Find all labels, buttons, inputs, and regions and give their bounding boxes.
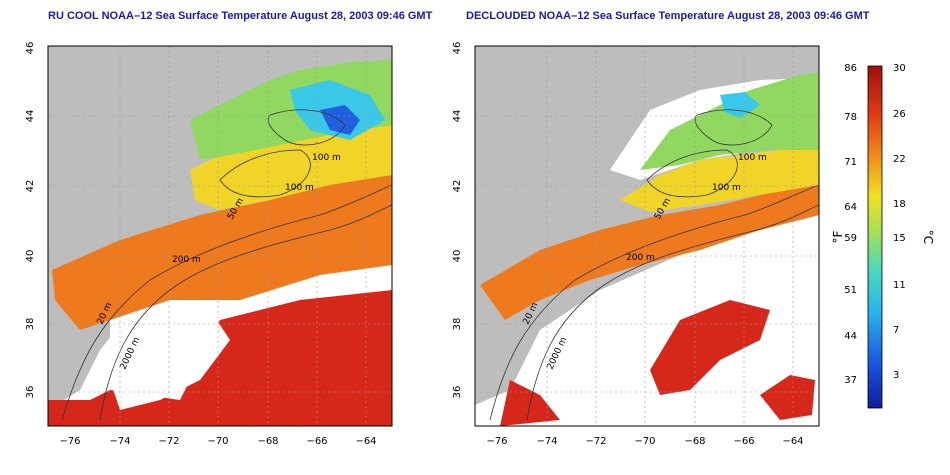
left-y-tick: 36 (25, 386, 36, 399)
right-y-axis: 36 38 40 42 44 46 (452, 42, 463, 399)
right-contour-label-200m: 200 m (626, 253, 655, 263)
right-map-nodata (475, 215, 819, 426)
colorbar-f-tick: 64 (844, 202, 857, 213)
colorbar-f-tick: 86 (844, 63, 857, 74)
colorbar-f-tick: 59 (844, 233, 857, 244)
colorbar-f-ticks: 86 78 71 64 59 51 44 37 (844, 63, 857, 386)
colorbar-c-tick: 30 (893, 63, 906, 74)
left-map-warm-water (48, 290, 392, 426)
left-map-cloud-patch (110, 300, 230, 410)
left-x-tick: −70 (207, 436, 228, 447)
colorbar-c-label: °C (921, 230, 935, 244)
left-x-tick: −64 (355, 436, 376, 447)
left-x-tick: −66 (306, 436, 327, 447)
left-contour-label-100m-b: 100 m (285, 183, 314, 193)
left-map-grid (48, 46, 392, 426)
colorbar-c-tick: 15 (893, 233, 906, 244)
colorbar: 86 78 71 64 59 51 44 37 30 26 22 18 15 1… (831, 63, 935, 409)
right-map-cyan-patch (720, 92, 760, 118)
left-y-tick: 40 (25, 250, 36, 263)
right-map-orange-band (480, 185, 819, 320)
right-map (475, 46, 819, 426)
colorbar-c-tick: 3 (893, 370, 899, 381)
left-x-tick: −74 (109, 436, 130, 447)
left-map-contours (61, 109, 392, 421)
colorbar-f-tick: 78 (844, 112, 857, 123)
right-x-tick: −66 (733, 436, 754, 447)
left-y-axis: 36 38 40 42 44 46 (25, 42, 36, 399)
right-x-tick: −70 (634, 436, 655, 447)
left-y-tick: 46 (25, 42, 36, 55)
right-contour-label-100m-b: 100 m (712, 183, 741, 193)
left-contour-label-100m-a: 100 m (312, 153, 341, 163)
colorbar-f-tick: 51 (844, 285, 857, 296)
colorbar-c-ticks: 30 26 22 18 15 11 7 3 (893, 63, 906, 381)
colorbar-c-tick: 22 (893, 154, 906, 165)
right-map-yellow-band (620, 150, 819, 212)
right-y-tick: 40 (452, 250, 463, 263)
colorbar-f-tick: 71 (844, 157, 857, 168)
colorbar-f-tick: 37 (844, 375, 857, 386)
right-map-frame (474, 45, 820, 427)
right-y-tick: 46 (452, 42, 463, 55)
right-contour-label-100m-a: 100 m (738, 153, 767, 163)
left-map-yellow-band (190, 120, 392, 210)
colorbar-c-tick: 7 (893, 325, 899, 336)
right-map-warm-blob-east (760, 375, 815, 420)
left-x-tick: −76 (59, 436, 80, 447)
left-panel-title: RU COOL NOAA–12 Sea Surface Temperature … (48, 10, 433, 22)
left-x-tick: −72 (158, 436, 179, 447)
right-y-tick: 42 (452, 180, 463, 193)
right-y-tick: 38 (452, 318, 463, 331)
right-x-tick: −68 (684, 436, 705, 447)
left-map-frame (47, 45, 393, 427)
colorbar-f-tick: 44 (844, 331, 857, 342)
colorbar-c-tick: 26 (893, 109, 906, 120)
left-y-tick: 42 (25, 180, 36, 193)
left-map (48, 46, 392, 426)
colorbar-f-label: °F (831, 230, 845, 243)
right-x-tick: −76 (486, 436, 507, 447)
left-y-tick: 38 (25, 318, 36, 331)
left-map-blue-patch (320, 105, 360, 135)
right-x-tick: −74 (536, 436, 557, 447)
right-panel-title: DECLOUDED NOAA–12 Sea Surface Temperatur… (466, 10, 870, 22)
right-map-green-region (640, 72, 819, 170)
left-x-axis: −76 −74 −72 −70 −68 −66 −64 (59, 436, 376, 447)
colorbar-gradient (867, 65, 883, 409)
right-map-contours (489, 109, 819, 421)
right-x-tick: −72 (585, 436, 606, 447)
colorbar-c-tick: 18 (893, 199, 906, 210)
left-y-tick: 44 (25, 110, 36, 123)
left-x-tick: −68 (257, 436, 278, 447)
right-y-tick: 44 (452, 110, 463, 123)
right-y-tick: 36 (452, 386, 463, 399)
right-x-axis: −76 −74 −72 −70 −68 −66 −64 (486, 436, 803, 447)
colorbar-c-tick: 11 (893, 280, 906, 291)
left-contour-label-200m: 200 m (172, 255, 201, 265)
right-map-grid (475, 46, 819, 426)
right-x-tick: −64 (782, 436, 803, 447)
